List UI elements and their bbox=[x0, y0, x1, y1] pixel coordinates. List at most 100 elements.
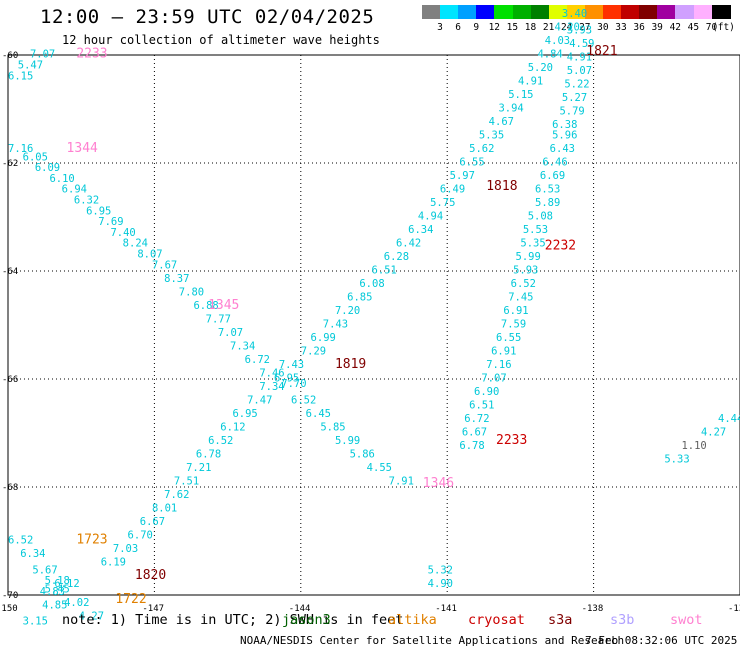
scale-swatch bbox=[657, 5, 677, 19]
scale-label: 6 bbox=[455, 22, 461, 33]
wave-height-value: 6.38 bbox=[552, 119, 577, 131]
wave-height-value: 6.49 bbox=[440, 184, 465, 196]
wave-height-value: 5.07 bbox=[567, 65, 592, 77]
wave-height-value: 6.43 bbox=[550, 143, 575, 155]
pass-time-label: 2233 bbox=[496, 433, 527, 448]
lon-tick-label: -147 bbox=[142, 604, 164, 614]
lon-tick-label: -138 bbox=[582, 604, 604, 614]
wave-height-value: 6.51 bbox=[469, 400, 494, 412]
wave-height-value: 3.93 bbox=[567, 24, 592, 36]
lat-tick-label: -62 bbox=[2, 159, 18, 169]
scale-swatch bbox=[422, 5, 441, 19]
wave-height-value: 4.59 bbox=[569, 38, 594, 50]
wave-height-value: 7.07 bbox=[481, 373, 506, 385]
wave-height-value: 7.40 bbox=[110, 227, 135, 239]
legend-item-altika: altika bbox=[388, 612, 437, 628]
wave-height-value: 7.21 bbox=[186, 462, 211, 474]
wave-height-value: 5.93 bbox=[513, 265, 538, 277]
legend-item-s3b: s3b bbox=[610, 612, 635, 628]
scale-label: 70 bbox=[705, 22, 718, 33]
lat-tick-label: -70 bbox=[2, 591, 18, 601]
wave-height-value: 6.08 bbox=[359, 278, 384, 290]
wave-height-value: 7.46 bbox=[259, 367, 284, 379]
lon-tick-label: -135 bbox=[728, 604, 740, 614]
lat-tick-label: -68 bbox=[2, 483, 18, 493]
wave-height-value: 3.94 bbox=[498, 103, 523, 115]
wave-height-value: 6.55 bbox=[459, 157, 484, 169]
wave-height-value: 7.43 bbox=[279, 359, 304, 371]
wave-height-value: 6.05 bbox=[23, 151, 48, 163]
wave-height-value: 7.07 bbox=[218, 327, 243, 339]
wave-height-value: 6.42 bbox=[396, 238, 421, 250]
wave-height-value: 6.34 bbox=[20, 548, 45, 560]
scale-label: 21 bbox=[542, 22, 555, 33]
scale-swatch bbox=[440, 5, 460, 19]
pass-time-label: 1346 bbox=[423, 476, 454, 491]
wave-height-value: 6.52 bbox=[8, 535, 33, 547]
pass-time-label: 1723 bbox=[76, 533, 107, 548]
wave-height-value: 7.07 bbox=[30, 49, 55, 61]
legend-item-s3a: s3a bbox=[548, 612, 573, 628]
scale-label: 15 bbox=[506, 22, 519, 33]
wave-height-value: 6.99 bbox=[311, 332, 336, 344]
wave-height-value: 4.83 bbox=[40, 586, 65, 598]
credit-line: NOAA/NESDIS Center for Satellite Applica… bbox=[240, 634, 625, 647]
wave-height-value: 5.27 bbox=[562, 92, 587, 104]
scale-unit: (ft) bbox=[712, 22, 735, 33]
wave-height-value: 6.72 bbox=[245, 354, 270, 366]
wave-height-value: 5.89 bbox=[535, 197, 560, 209]
scale-label: 9 bbox=[473, 22, 480, 33]
scale-label: 33 bbox=[615, 22, 627, 33]
wave-height-value: 6.90 bbox=[474, 386, 499, 398]
wave-height-value: 4.55 bbox=[367, 462, 392, 474]
wave-height-value: 7.16 bbox=[486, 359, 511, 371]
wave-height-value: 4.44 bbox=[718, 413, 740, 425]
lat-tick-label: -66 bbox=[2, 375, 18, 385]
wave-height-value: 3.40 bbox=[562, 8, 587, 20]
scale-swatch bbox=[458, 5, 478, 19]
wave-height-value: 5.47 bbox=[18, 60, 43, 72]
wave-height-value: 4.91 bbox=[567, 51, 592, 63]
scale-swatch bbox=[494, 5, 514, 19]
map-title: 12:00 – 23:59 UTC 02/04/2025 bbox=[40, 6, 375, 28]
map-subtitle: 12 hour collection of altimeter wave hei… bbox=[62, 33, 380, 47]
lat-tick-label: -64 bbox=[2, 267, 18, 277]
scale-label: 18 bbox=[524, 22, 537, 33]
wave-height-value: 6.95 bbox=[232, 408, 257, 420]
scale-swatch bbox=[584, 5, 604, 19]
wave-height-value: 6.72 bbox=[464, 413, 489, 425]
wave-height-value: 7.91 bbox=[389, 475, 414, 487]
scale-label: 45 bbox=[687, 22, 700, 33]
wave-height-value: 5.96 bbox=[552, 130, 577, 142]
wave-height-value: 5.86 bbox=[350, 448, 375, 460]
wave-height-value: 4.03 bbox=[545, 35, 570, 47]
lat-tick-label: -60 bbox=[2, 51, 18, 61]
wave-height-value: 5.33 bbox=[664, 454, 689, 466]
scale-swatch bbox=[711, 5, 731, 19]
wave-height-value: 5.18 bbox=[45, 575, 70, 587]
wave-height-value: 6.12 bbox=[54, 578, 79, 590]
wave-height-value: 5.85 bbox=[320, 421, 345, 433]
wave-height-value: 6.94 bbox=[62, 184, 87, 196]
wave-height-value: 6.52 bbox=[208, 435, 233, 447]
scale-label: 36 bbox=[633, 22, 645, 33]
wave-height-value: 5.67 bbox=[32, 564, 57, 576]
wave-height-value: 6.12 bbox=[220, 421, 245, 433]
wave-height-value: 6.78 bbox=[196, 448, 221, 460]
wave-height-value: 7.03 bbox=[113, 543, 138, 555]
wave-height-value: 6.34 bbox=[408, 224, 433, 236]
wave-height-value: 6.28 bbox=[384, 251, 409, 263]
scale-label: 39 bbox=[651, 22, 663, 33]
wave-height-value: 7.70 bbox=[281, 378, 306, 390]
wave-height-value: 6.46 bbox=[542, 157, 567, 169]
wave-height-value: 6.45 bbox=[306, 408, 331, 420]
wave-height-value: 7.20 bbox=[335, 305, 360, 317]
wave-height-value: 6.91 bbox=[491, 346, 516, 358]
wave-height-value: 8.07 bbox=[137, 249, 162, 261]
pass-time-label: 1821 bbox=[586, 44, 617, 59]
scale-label: 3 bbox=[437, 22, 443, 33]
wave-height-value: 5.53 bbox=[523, 224, 548, 236]
pass-time-label: 1345 bbox=[208, 298, 239, 313]
lon-tick-label: -150 bbox=[0, 604, 18, 614]
